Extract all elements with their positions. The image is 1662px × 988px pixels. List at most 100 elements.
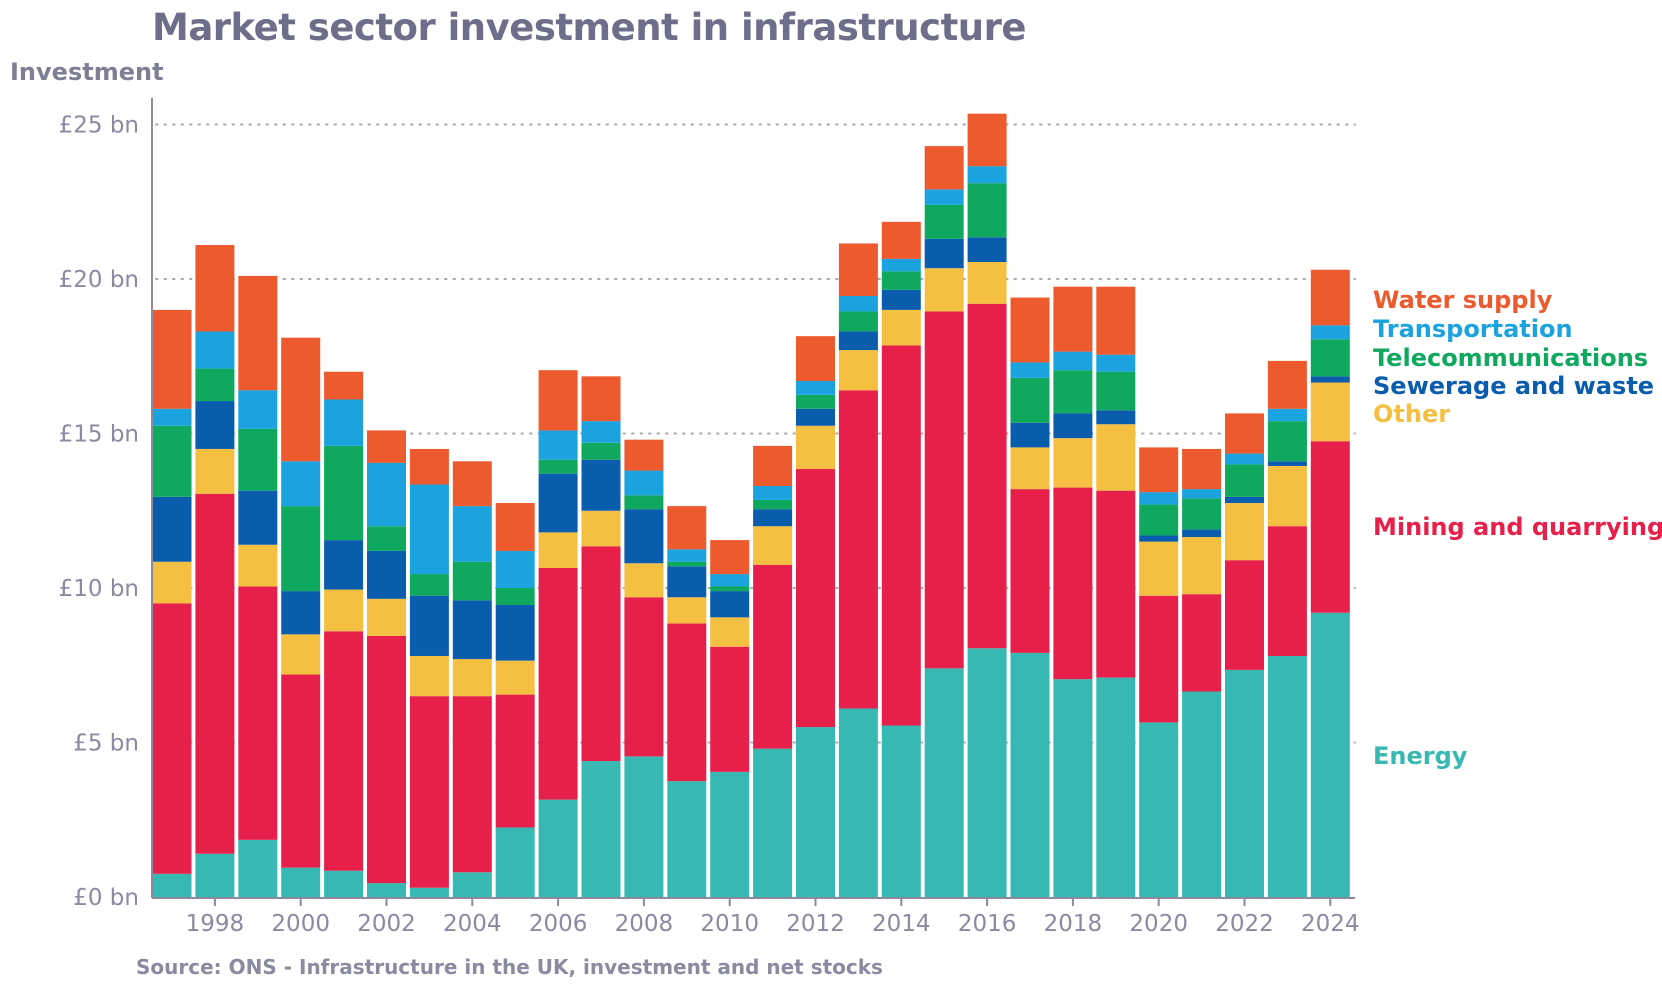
- bar-water-supply-2007: [581, 376, 621, 422]
- bar-water-supply-2000: [281, 337, 321, 462]
- bar-water-supply-2010: [710, 540, 750, 575]
- bar-telecommunications-2016: [967, 183, 1007, 238]
- bar-mining-and-quarrying-2015: [924, 311, 964, 669]
- bar-other-2022: [1225, 503, 1264, 561]
- bar-energy-2013: [838, 708, 878, 897]
- bar-telecommunications-2001: [324, 445, 364, 541]
- bar-mining-and-quarrying-2003: [409, 696, 449, 888]
- bar-sewerage-and-waste-2019: [1096, 410, 1136, 425]
- x-tick-label: 2002: [357, 911, 416, 937]
- y-axis-label: Investment: [10, 58, 164, 86]
- bar-telecommunications-2019: [1096, 371, 1136, 411]
- bar-transportation-1998: [195, 331, 235, 369]
- bar-energy-2015: [924, 668, 964, 897]
- bar-telecommunications-1998: [195, 368, 235, 402]
- bar-water-supply-2019: [1096, 286, 1136, 355]
- bar-mining-and-quarrying-2004: [452, 696, 492, 873]
- x-tick-label: 2022: [1215, 911, 1274, 937]
- x-tick-label: 2020: [1129, 911, 1188, 937]
- bar-sewerage-and-waste-2024: [1310, 376, 1350, 383]
- bar-sewerage-and-waste-2018: [1053, 413, 1093, 439]
- bar-transportation-2017: [1010, 362, 1050, 378]
- bar-sewerage-and-waste-2023: [1267, 461, 1307, 466]
- bar-energy-2001: [324, 870, 364, 897]
- bar-telecommunications-2005: [495, 588, 535, 605]
- bar-other-2019: [1096, 424, 1136, 491]
- bar-transportation-2019: [1096, 354, 1136, 372]
- bar-sewerage-and-waste-2013: [838, 331, 878, 351]
- bar-transportation-1997: [152, 408, 192, 426]
- bar-energy-2024: [1310, 612, 1350, 897]
- y-tick-label: £25 bn: [59, 113, 139, 139]
- bar-sewerage-and-waste-2015: [924, 238, 964, 269]
- bar-water-supply-2013: [838, 243, 878, 296]
- x-tick-label: 2000: [271, 911, 330, 937]
- bar-telecommunications-2009: [667, 561, 707, 567]
- legend-sewerage-and-waste: Sewerage and waste: [1373, 372, 1654, 400]
- bar-transportation-2001: [324, 399, 364, 446]
- bar-energy-2017: [1010, 652, 1050, 897]
- bar-energy-2003: [409, 887, 449, 897]
- bar-water-supply-2021: [1182, 448, 1222, 490]
- bar-water-supply-2020: [1139, 447, 1179, 493]
- bar-energy-2010: [710, 771, 750, 897]
- bar-energy-2005: [495, 827, 535, 897]
- bar-other-2008: [624, 563, 664, 598]
- bar-telecommunications-2007: [581, 442, 621, 460]
- bar-water-supply-2018: [1053, 286, 1093, 352]
- x-tick-label: 2008: [615, 911, 674, 937]
- bar-energy-2008: [624, 756, 664, 897]
- bar-sewerage-and-waste-2014: [881, 289, 921, 310]
- bar-energy-2002: [367, 883, 406, 897]
- bar-telecommunications-2006: [538, 459, 578, 474]
- bar-transportation-2011: [753, 486, 793, 500]
- bar-energy-2009: [667, 781, 707, 897]
- bar-other-2002: [367, 598, 406, 636]
- bar-sewerage-and-waste-2022: [1225, 496, 1264, 504]
- source-note: Source: ONS - Infrastructure in the UK, …: [136, 955, 883, 979]
- bar-sewerage-and-waste-2008: [624, 509, 664, 564]
- bar-sewerage-and-waste-2006: [538, 473, 578, 533]
- x-tick-label: 2006: [529, 911, 588, 937]
- bar-other-2023: [1267, 465, 1307, 527]
- bar-energy-2007: [581, 761, 621, 897]
- legend-mining-and-quarrying: Mining and quarrying: [1373, 513, 1662, 541]
- bar-energy-2019: [1096, 677, 1136, 897]
- bar-water-supply-2015: [924, 146, 964, 190]
- bar-energy-2006: [538, 799, 578, 897]
- bar-water-supply-2001: [324, 371, 364, 400]
- bar-water-supply-2023: [1267, 360, 1307, 409]
- bar-telecommunications-2022: [1225, 464, 1264, 497]
- bar-sewerage-and-waste-2002: [367, 550, 406, 599]
- x-tick-label: 2004: [443, 911, 502, 937]
- x-tick-label: 1998: [186, 911, 245, 937]
- bar-energy-2018: [1053, 679, 1093, 897]
- bar-mining-and-quarrying-2008: [624, 597, 664, 757]
- bar-sewerage-and-waste-1997: [152, 496, 192, 562]
- bar-telecommunications-2002: [367, 526, 406, 551]
- legend-telecommunications: Telecommunications: [1373, 344, 1648, 372]
- bar-mining-and-quarrying-2007: [581, 546, 621, 762]
- bar-telecommunications-2015: [924, 204, 964, 239]
- bar-other-2017: [1010, 447, 1050, 490]
- bar-water-supply-2005: [495, 503, 535, 551]
- bar-transportation-2003: [409, 484, 449, 575]
- bar-telecommunications-2008: [624, 495, 664, 510]
- bar-energy-2012: [796, 727, 835, 897]
- bar-mining-and-quarrying-2002: [367, 635, 406, 884]
- bar-transportation-2020: [1139, 492, 1179, 505]
- bar-mining-and-quarrying-2024: [1310, 441, 1350, 613]
- bar-mining-and-quarrying-2010: [710, 646, 750, 772]
- bar-energy-2023: [1267, 655, 1307, 897]
- bar-water-supply-1999: [238, 275, 278, 391]
- bar-transportation-2012: [796, 380, 835, 395]
- legend-energy: Energy: [1373, 742, 1468, 770]
- bar-other-2003: [409, 655, 449, 697]
- bar-water-supply-2014: [881, 221, 921, 259]
- y-tick-label: £10 bn: [59, 576, 139, 602]
- legend-other: Other: [1373, 400, 1450, 428]
- bar-water-supply-2009: [667, 506, 707, 550]
- bar-mining-and-quarrying-1997: [152, 603, 192, 874]
- bar-energy-2004: [452, 872, 492, 897]
- bar-mining-and-quarrying-2013: [838, 390, 878, 709]
